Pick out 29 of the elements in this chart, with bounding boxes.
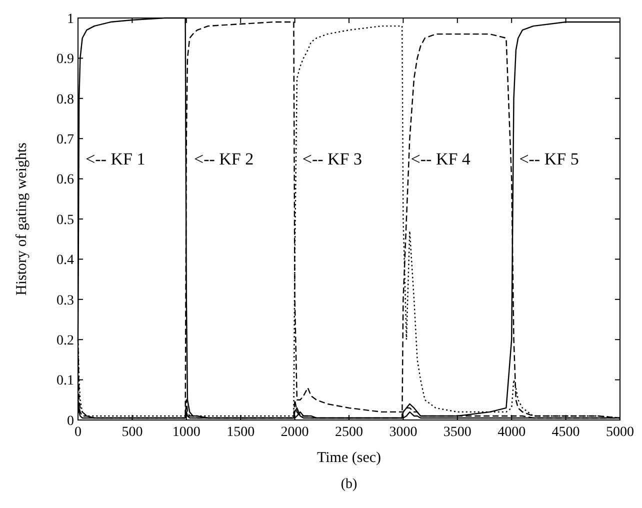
text: (b) xyxy=(340,477,358,492)
y-tick-label: 0.3 xyxy=(56,293,74,308)
x-axis-title: Time (sec) xyxy=(316,450,382,466)
y-tick-label: 0.5 xyxy=(56,212,74,228)
x-tick-label: 2000 xyxy=(280,425,309,440)
y-tick-label: 0.7 xyxy=(56,132,74,148)
x-tick-label: 4500 xyxy=(552,425,580,440)
y-tick-label: 0.8 xyxy=(56,92,74,108)
x-tick-label: 3000 xyxy=(389,425,418,440)
x-tick-label: 500 xyxy=(122,425,143,440)
x-tick-label: 3500 xyxy=(443,425,472,440)
annotation: <-- KF 1 xyxy=(86,150,146,169)
y-tick-label: 0.2 xyxy=(56,334,74,348)
x-tick-label: 1000 xyxy=(172,425,200,440)
annotation: <-- KF 5 xyxy=(519,150,579,169)
annotation: <-- KF 3 xyxy=(302,150,362,169)
y-tick-label: 0.9 xyxy=(56,52,74,68)
y-tick-label: 0 xyxy=(67,414,74,429)
x-tick-label: 1500 xyxy=(226,425,255,440)
y-tick-label: 0.1 xyxy=(56,374,74,389)
x-tick-label: 5000 xyxy=(606,425,634,440)
x-tick-label: 2500 xyxy=(335,425,363,440)
y-tick-label: 0.4 xyxy=(56,253,74,268)
x-tick-label: 4000 xyxy=(498,425,526,440)
y-tick-label: 1 xyxy=(67,12,74,27)
y-axis-title: History of gating weights xyxy=(14,142,30,296)
y-tick-label: 0.6 xyxy=(56,172,74,188)
annotation: <-- KF 4 xyxy=(410,150,471,169)
annotation: <-- KF 2 xyxy=(194,150,254,169)
